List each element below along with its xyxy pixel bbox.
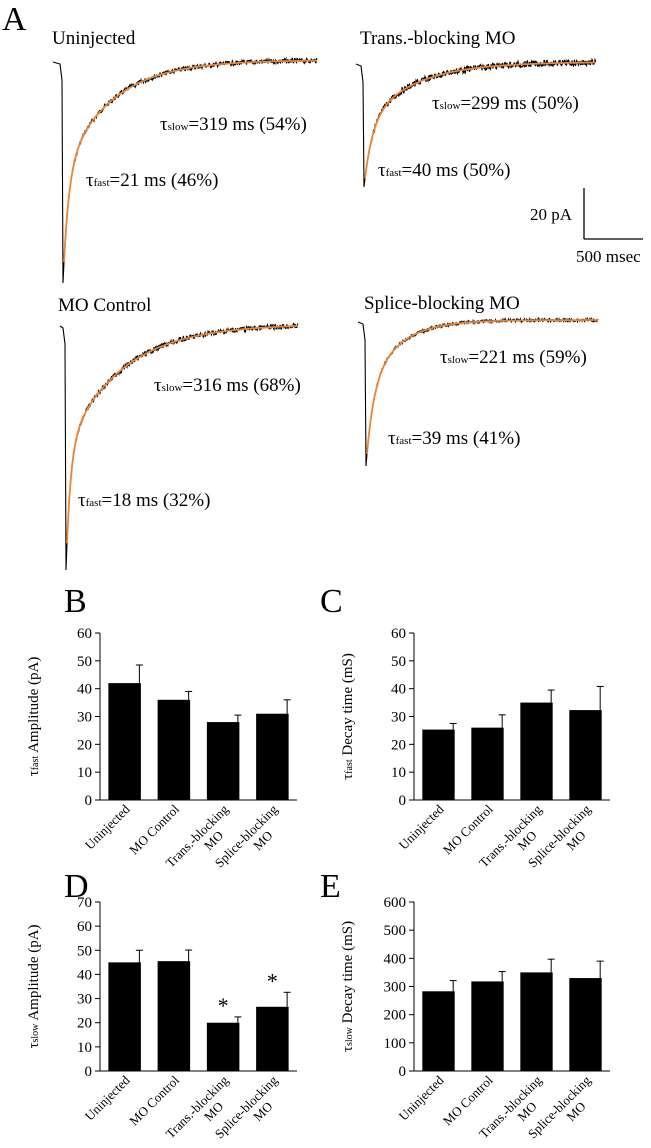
y-tick-label: 10 <box>77 1040 92 1056</box>
bar <box>256 1006 289 1071</box>
y-tick-label: 10 <box>77 765 92 781</box>
tau-fast-label: τfast=18 ms (32%) <box>78 490 210 511</box>
y-axis-label: τfast Amplitude (pA) <box>26 657 42 777</box>
bar <box>569 710 602 800</box>
panel-a-letter: A <box>2 1 27 38</box>
y-tick-label: 300 <box>384 980 407 996</box>
scale-amplitude-label: 20 pA <box>530 205 573 224</box>
y-axis-label: τfast Decay time (mS) <box>340 653 356 780</box>
bar <box>108 962 141 1071</box>
y-tick-label: 20 <box>391 737 406 753</box>
trace-title: Uninjected <box>52 28 136 49</box>
y-tick-label: 400 <box>384 951 407 967</box>
y-tick-label: 50 <box>391 654 406 670</box>
y-tick-label: 40 <box>77 682 92 698</box>
trace-splice-blocking: Splice-blocking MO τslow=221 ms (59%) τf… <box>357 293 599 467</box>
exponential-fit <box>66 325 298 544</box>
tau-slow-label: τslow=299 ms (50%) <box>432 93 579 114</box>
y-tick-label: 60 <box>391 626 406 642</box>
y-tick-label: 20 <box>77 737 92 753</box>
bar <box>520 702 553 800</box>
y-tick-label: 500 <box>384 923 407 939</box>
y-tick-label: 30 <box>391 710 406 726</box>
y-tick-label: 600 <box>384 895 407 911</box>
y-tick-label: 60 <box>77 919 92 935</box>
exponential-fit <box>366 319 598 454</box>
trace-title: Trans.-blocking MO <box>360 28 516 49</box>
y-tick-label: 40 <box>391 682 406 698</box>
bar <box>569 978 602 1071</box>
bar <box>206 722 240 800</box>
y-tick-label: 60 <box>77 626 92 642</box>
y-tick-label: 30 <box>77 710 92 726</box>
significance-marker: * <box>218 993 229 1018</box>
bar <box>206 1022 240 1071</box>
y-tick-label: 30 <box>77 992 92 1008</box>
scale-bar: 20 pA 500 msec <box>530 188 643 266</box>
y-tick-label: 0 <box>399 1064 407 1080</box>
bar <box>520 972 553 1071</box>
trace-title: MO Control <box>58 295 151 316</box>
panel-letter: D <box>64 868 89 905</box>
tau-slow-label: τslow=221 ms (59%) <box>440 347 587 368</box>
y-axis-label: τslow Amplitude (pA) <box>26 924 42 1048</box>
bar <box>157 699 191 800</box>
y-tick-label: 70 <box>77 895 92 911</box>
y-tick-label: 100 <box>384 1036 407 1052</box>
tau-fast-label: τfast=21 ms (46%) <box>86 170 218 191</box>
y-tick-label: 0 <box>85 1064 93 1080</box>
tau-slow-label: τslow=316 ms (68%) <box>154 375 301 396</box>
bar <box>422 991 455 1071</box>
tau-fast-label: τfast=39 ms (41%) <box>388 428 520 449</box>
bar <box>157 961 191 1071</box>
tau-fast-label: τfast=40 ms (50%) <box>378 160 510 181</box>
trace-trans-blocking: Trans.-blocking MO τslow=299 ms (50%) τf… <box>355 28 597 188</box>
trace-title: Splice-blocking MO <box>364 293 520 314</box>
chart-e: E 0 100 200 300 400 500 600 τslow Decay time (mS… <box>320 868 610 1141</box>
y-tick-label: 50 <box>77 943 92 959</box>
panel-letter: E <box>320 868 341 905</box>
y-tick-label: 0 <box>399 793 407 809</box>
bar <box>471 727 504 800</box>
trace-mo-control: MO Control τslow=316 ms (68%) τfast=18 m… <box>58 295 301 571</box>
y-tick-label: 20 <box>77 1016 92 1032</box>
exponential-fit <box>364 61 596 179</box>
tau-slow-label: τslow=319 ms (54%) <box>160 114 307 135</box>
y-tick-label: 0 <box>85 793 93 809</box>
y-tick-label: 40 <box>77 967 92 983</box>
scale-time-label: 500 msec <box>576 247 641 266</box>
significance-marker: * <box>267 968 278 993</box>
panel-letter: B <box>64 583 87 620</box>
panel-letter: C <box>320 583 343 620</box>
bar <box>108 683 141 800</box>
y-tick-label: 10 <box>391 765 406 781</box>
bar <box>256 713 289 800</box>
y-tick-label: 200 <box>384 1008 407 1024</box>
trace-uninjected: Uninjected τslow=319 ms (54%) τfast=21 m… <box>52 28 318 284</box>
current-trace <box>59 322 299 571</box>
y-axis-label: τslow Decay time (mS) <box>340 921 356 1052</box>
y-tick-label: 50 <box>77 654 92 670</box>
bar <box>471 981 504 1071</box>
exponential-fit <box>63 59 317 263</box>
bar <box>422 729 455 800</box>
